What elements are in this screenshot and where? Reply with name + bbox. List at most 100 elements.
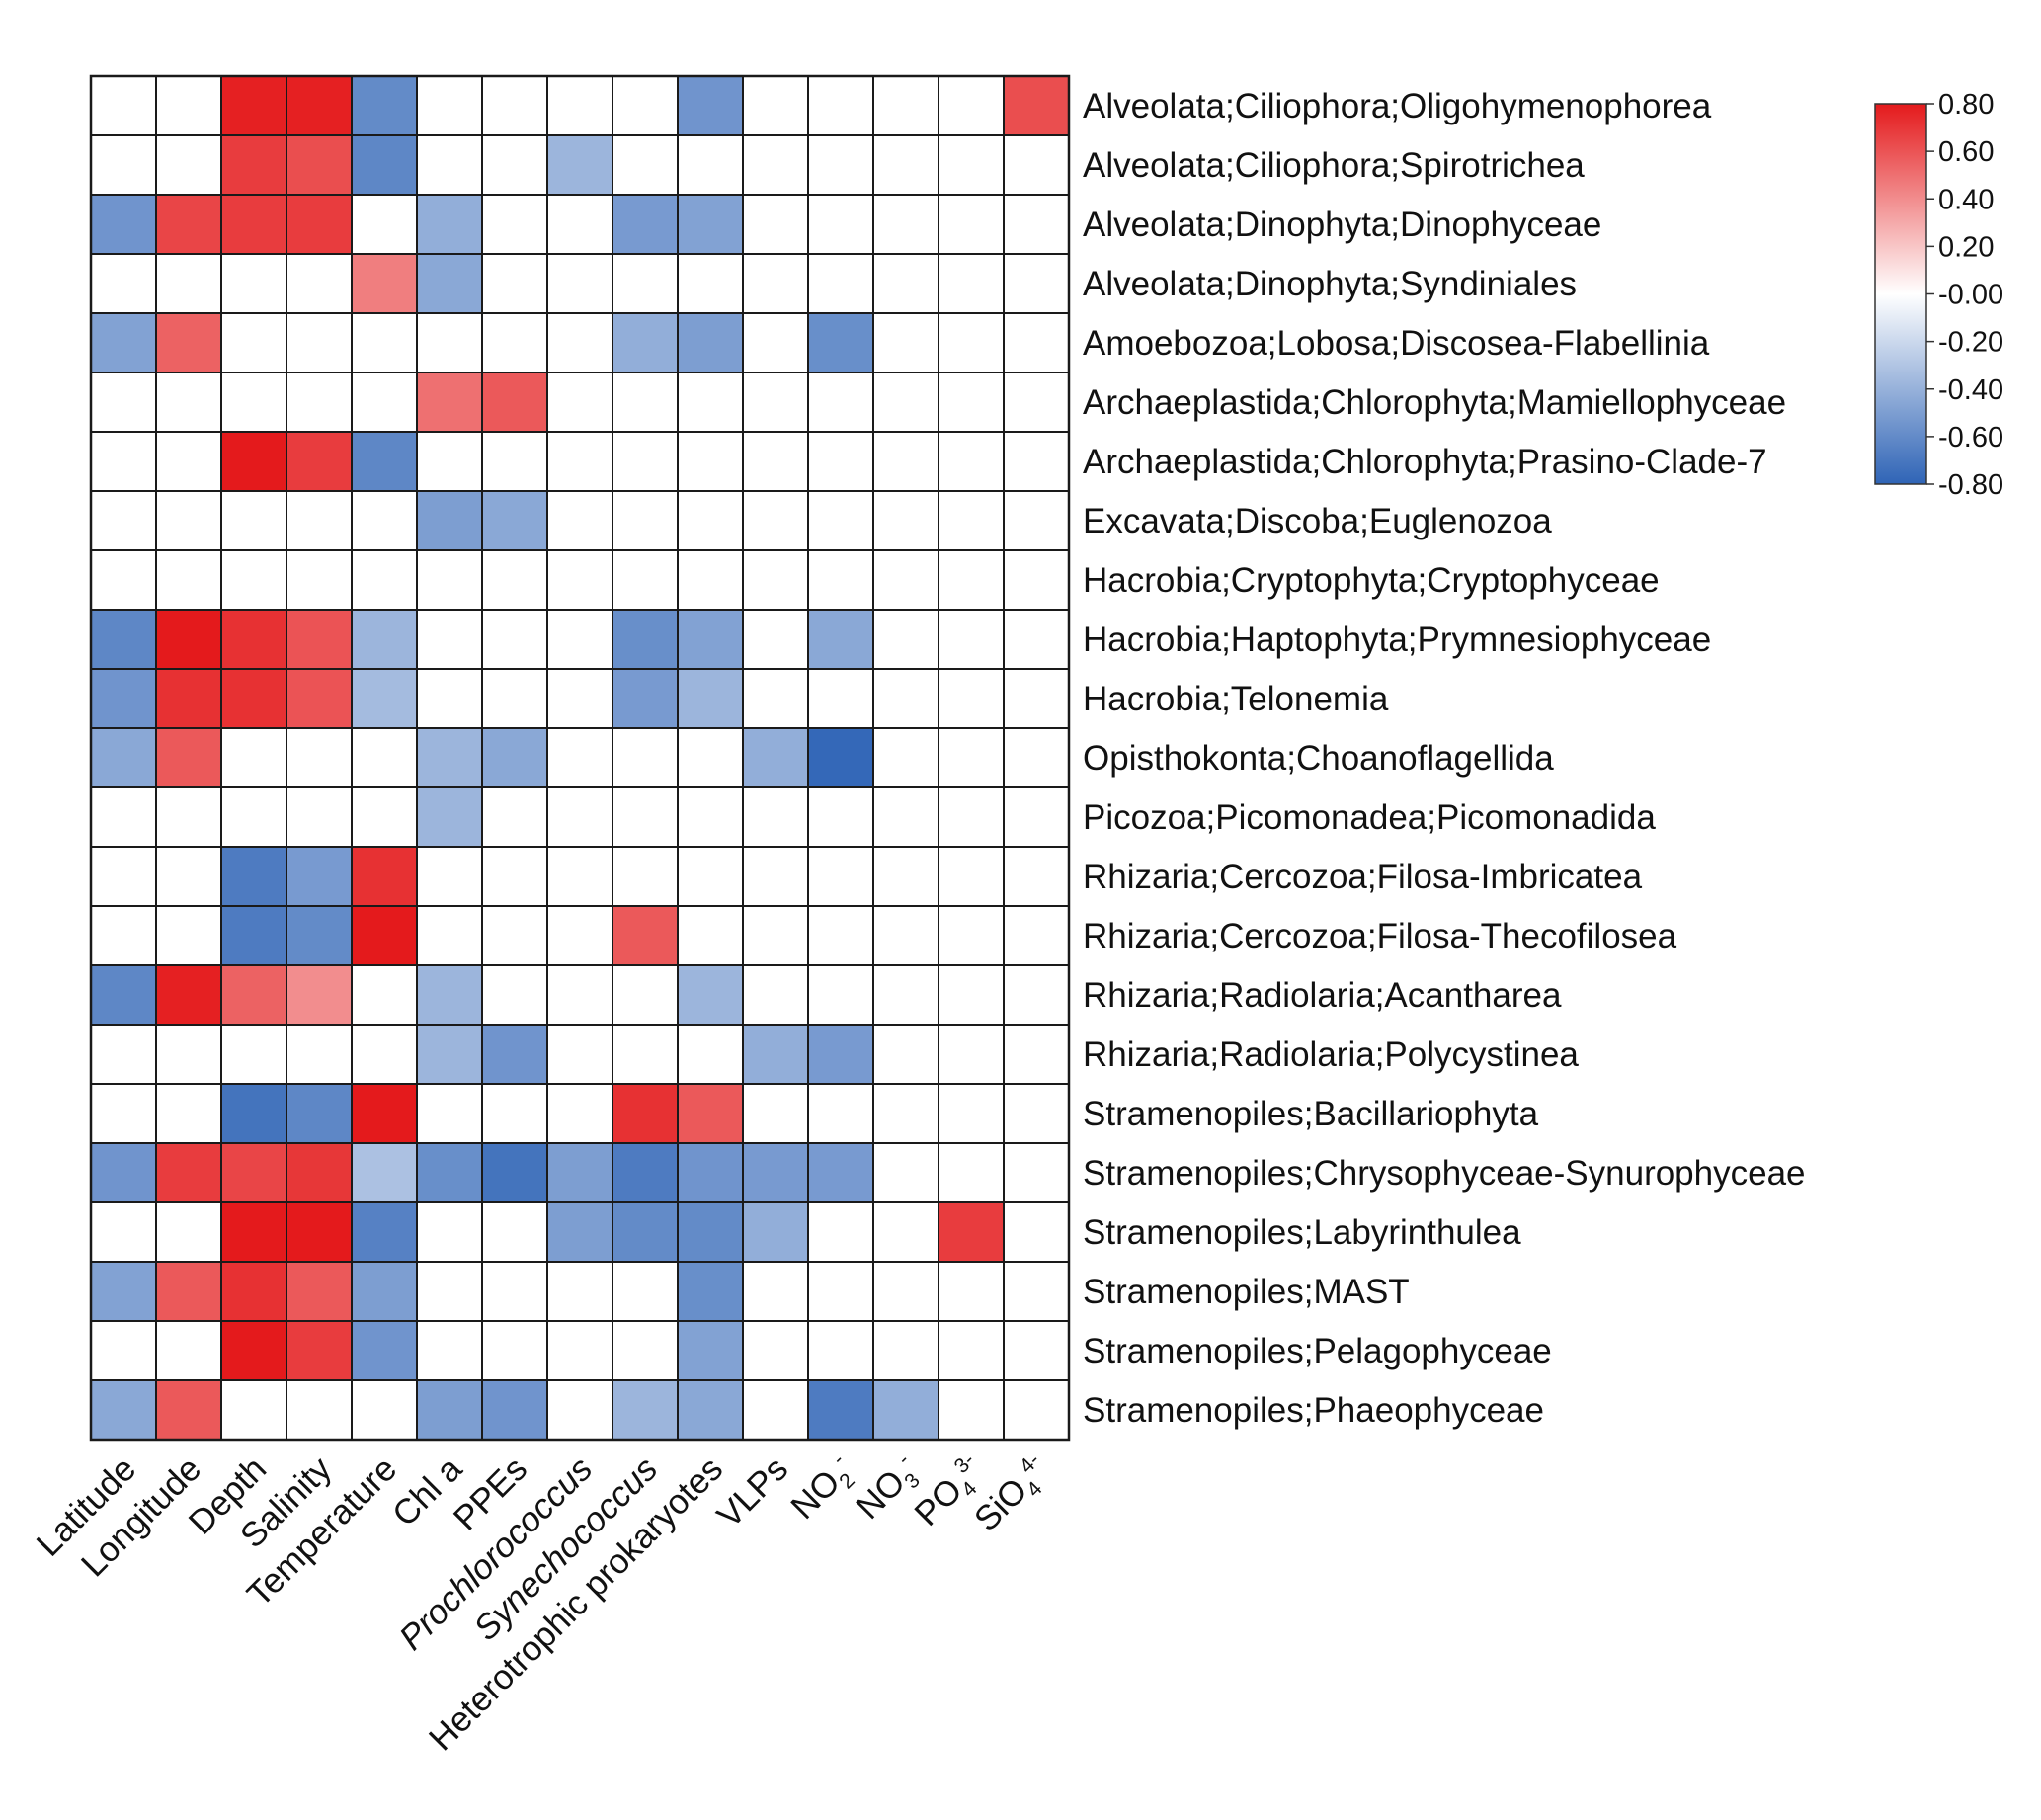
row-label-archaeplastida-chlorophyta-prasino-clade-7: Archaeplastida;Chlorophyta;Prasino-Clade… <box>1083 443 1767 481</box>
heatmap-cell-r14-c7 <box>546 905 613 966</box>
heatmap-cell-r1-c4 <box>351 134 418 196</box>
heatmap-cell-r3-c6 <box>481 253 548 314</box>
heatmap-cell-r3-c2 <box>220 253 287 314</box>
color-legend-ticks: 0.80 0.60 0.40 0.20 -0.00 -0.20 -0.40 -0.60 -0.8… <box>1926 89 2003 501</box>
heatmap-cell-r8-c8 <box>612 549 679 611</box>
heatmap-cell-r6-c0 <box>90 431 157 492</box>
heatmap-cell-r11-c10 <box>742 727 809 788</box>
heatmap-cell-r17-c12 <box>872 1083 939 1144</box>
heatmap-cells <box>89 74 1071 1442</box>
heatmap-cell-r13-c8 <box>612 846 679 907</box>
heatmap-cell-r5-c8 <box>612 372 679 433</box>
heatmap-cell-r10-c7 <box>546 668 613 729</box>
heatmap-cell-r2-c4 <box>351 194 418 255</box>
heatmap-cell-r17-c4 <box>351 1083 418 1144</box>
heatmap-cell-r20-c12 <box>872 1261 939 1322</box>
heatmap-cell-r14-c2 <box>220 905 287 966</box>
heatmap-cell-r9-c5 <box>416 609 483 670</box>
heatmap-cell-r6-c14 <box>1003 431 1070 492</box>
heatmap-cell-r13-c5 <box>416 846 483 907</box>
heatmap-cell-r12-c3 <box>286 786 353 848</box>
heatmap-cell-r10-c3 <box>286 668 353 729</box>
heatmap-cell-r2-c9 <box>677 194 744 255</box>
heatmap-cell-r10-c0 <box>90 668 157 729</box>
heatmap-cell-r16-c0 <box>90 1024 157 1085</box>
heatmap-cell-r1-c1 <box>155 134 222 196</box>
heatmap-cell-r12-c1 <box>155 786 222 848</box>
heatmap-cell-r2-c11 <box>807 194 874 255</box>
heatmap-cell-r10-c9 <box>677 668 744 729</box>
heatmap-cell-r18-c0 <box>90 1142 157 1203</box>
heatmap-cell-r14-c11 <box>807 905 874 966</box>
heatmap-cell-r22-c11 <box>807 1379 874 1441</box>
heatmap-cell-r16-c8 <box>612 1024 679 1085</box>
heatmap-cell-r16-c6 <box>481 1024 548 1085</box>
heatmap-cell-r13-c9 <box>677 846 744 907</box>
heatmap-cell-r16-c1 <box>155 1024 222 1085</box>
heatmap-cell-r13-c6 <box>481 846 548 907</box>
heatmap-cell-r18-c5 <box>416 1142 483 1203</box>
row-label-archaeplastida-chlorophyta-mamiellophyceae: Archaeplastida;Chlorophyta;Mamiellophyce… <box>1083 383 1786 422</box>
heatmap-cell-r6-c4 <box>351 431 418 492</box>
heatmap-cell-r22-c7 <box>546 1379 613 1441</box>
heatmap-cell-r8-c9 <box>677 549 744 611</box>
heatmap-cell-r16-c4 <box>351 1024 418 1085</box>
heatmap-cell-r11-c14 <box>1003 727 1070 788</box>
heatmap-cell-r1-c14 <box>1003 134 1070 196</box>
heatmap-cell-r17-c9 <box>677 1083 744 1144</box>
heatmap-cell-r14-c12 <box>872 905 939 966</box>
heatmap-cell-r1-c3 <box>286 134 353 196</box>
row-label-alveolata-ciliophora-spirotrichea: Alveolata;Ciliophora;Spirotrichea <box>1083 146 1585 185</box>
heatmap-cell-r20-c1 <box>155 1261 222 1322</box>
color-legend-bar <box>1874 103 1927 485</box>
heatmap-cell-r1-c2 <box>220 134 287 196</box>
heatmap-cell-r22-c9 <box>677 1379 744 1441</box>
heatmap-cell-r9-c11 <box>807 609 874 670</box>
heatmap-cell-r3-c10 <box>742 253 809 314</box>
heatmap-cell-r11-c6 <box>481 727 548 788</box>
heatmap-border <box>89 74 1071 1442</box>
legend-tick-label: -0.00 <box>1938 280 2003 311</box>
heatmap-cell-r11-c8 <box>612 727 679 788</box>
heatmap-cell-r11-c11 <box>807 727 874 788</box>
heatmap-cell-r9-c12 <box>872 609 939 670</box>
heatmap-cell-r15-c5 <box>416 964 483 1026</box>
heatmap-cell-r0-c6 <box>481 75 548 136</box>
heatmap-cell-r13-c4 <box>351 846 418 907</box>
heatmap-cell-r19-c13 <box>938 1201 1005 1263</box>
heatmap-cell-r15-c4 <box>351 964 418 1026</box>
heatmap-cell-r10-c2 <box>220 668 287 729</box>
heatmap-cell-r18-c11 <box>807 1142 874 1203</box>
heatmap-cell-r7-c8 <box>612 490 679 551</box>
heatmap-cell-r19-c5 <box>416 1201 483 1263</box>
heatmap-cell-r13-c7 <box>546 846 613 907</box>
heatmap-cell-r22-c1 <box>155 1379 222 1441</box>
heatmap-cell-r0-c1 <box>155 75 222 136</box>
heatmap-cell-r20-c11 <box>807 1261 874 1322</box>
heatmap-cell-r4-c8 <box>612 312 679 373</box>
heatmap-cell-r3-c7 <box>546 253 613 314</box>
heatmap-cell-r9-c6 <box>481 609 548 670</box>
heatmap-cell-r17-c11 <box>807 1083 874 1144</box>
row-label-hacrobia-haptophyta-prymnesiophyceae: Hacrobia;Haptophyta;Prymnesiophyceae <box>1083 620 1711 659</box>
heatmap-cell-r0-c0 <box>90 75 157 136</box>
heatmap-cell-r3-c3 <box>286 253 353 314</box>
heatmap-cell-r2-c3 <box>286 194 353 255</box>
heatmap-cell-r10-c4 <box>351 668 418 729</box>
heatmap-cell-r15-c6 <box>481 964 548 1026</box>
heatmap-cell-r21-c3 <box>286 1320 353 1381</box>
heatmap-cell-r0-c11 <box>807 75 874 136</box>
heatmap-cell-r11-c9 <box>677 727 744 788</box>
heatmap-cell-r2-c12 <box>872 194 939 255</box>
heatmap-cell-r9-c0 <box>90 609 157 670</box>
heatmap-cell-r12-c2 <box>220 786 287 848</box>
heatmap-cell-r15-c14 <box>1003 964 1070 1026</box>
heatmap-cell-r0-c10 <box>742 75 809 136</box>
heatmap-cell-r7-c9 <box>677 490 744 551</box>
heatmap-cell-r1-c7 <box>546 134 613 196</box>
heatmap-cell-r12-c10 <box>742 786 809 848</box>
heatmap-cell-r6-c13 <box>938 431 1005 492</box>
heatmap-cell-r0-c14 <box>1003 75 1070 136</box>
heatmap-cell-r10-c11 <box>807 668 874 729</box>
heatmap-cell-r15-c9 <box>677 964 744 1026</box>
